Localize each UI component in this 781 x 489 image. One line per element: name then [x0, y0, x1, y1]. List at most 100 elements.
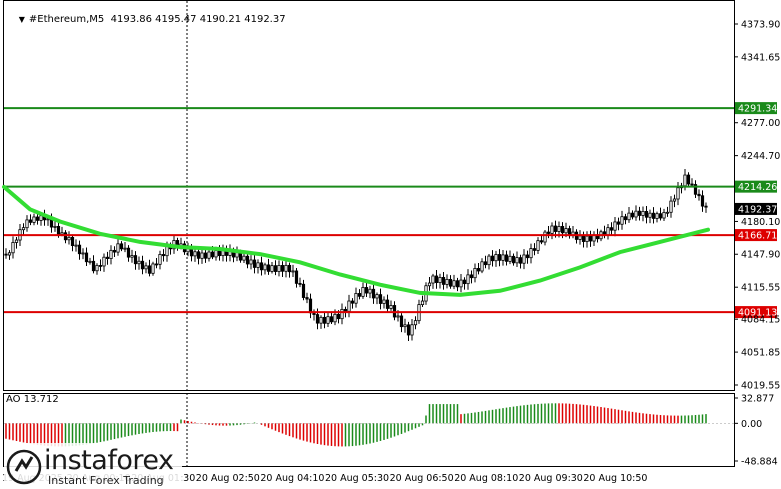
candle-body: [508, 255, 512, 262]
candle-body: [301, 283, 306, 298]
candle-body: [308, 298, 313, 314]
logo-tagline: Instant Forex Trading: [48, 474, 164, 487]
candle-body: [116, 243, 120, 253]
candle-body: [53, 225, 57, 228]
candle-body: [382, 299, 386, 304]
candle-body: [14, 239, 19, 243]
candle-body: [91, 260, 96, 272]
candle-body: [420, 300, 425, 306]
candle-body: [350, 300, 355, 304]
candle-body: [452, 280, 456, 287]
candle-body: [354, 293, 358, 304]
candle-body: [434, 275, 439, 284]
candle-body: [7, 252, 12, 256]
candle-body: [98, 265, 103, 267]
candle-body: [56, 225, 61, 235]
candle-body: [550, 225, 554, 234]
candle-body: [466, 274, 470, 285]
candle-body: [644, 211, 649, 218]
candle-body: [683, 174, 687, 187]
candle-body: [235, 252, 239, 258]
candle-body: [368, 288, 372, 294]
candle-body: [504, 254, 509, 262]
candle-body: [203, 252, 208, 259]
candle-body: [273, 265, 278, 272]
candle-body: [371, 288, 376, 299]
candle-body: [102, 256, 106, 267]
candle-body: [525, 254, 530, 259]
candle-body: [256, 262, 260, 268]
current-price-label: 4192.37: [738, 204, 777, 215]
candle-body: [529, 248, 533, 259]
instaforex-logo-icon: [6, 449, 42, 485]
candle-body: [284, 264, 288, 272]
candle-body: [81, 252, 85, 255]
candle-body: [259, 262, 264, 271]
candle-body: [588, 235, 593, 242]
candle-body: [511, 255, 516, 264]
price-tick-label: 4341.65: [741, 52, 780, 63]
candle-body: [364, 287, 369, 294]
candle-body: [154, 263, 159, 266]
candle-body: [522, 254, 526, 264]
candle-body: [532, 248, 537, 251]
candle-body: [487, 255, 491, 266]
candle-body: [473, 268, 477, 279]
candle-body: [291, 270, 295, 273]
candle-body: [438, 277, 442, 284]
candle-body: [578, 235, 582, 240]
candle-body: [389, 305, 393, 309]
logo-brand: instaforex: [44, 445, 174, 476]
candle-body: [378, 294, 383, 304]
candle-body: [287, 264, 292, 273]
candle-body: [399, 315, 404, 328]
candle-body: [11, 242, 15, 254]
level-badge: [735, 229, 777, 242]
candle-body: [637, 210, 642, 216]
chart-title: ▼ #Ethereum,M5 4193.86 4195.47 4190.21 41…: [6, 3, 286, 36]
candle-body: [343, 308, 348, 312]
triangle-down-icon[interactable]: ▼: [18, 15, 25, 24]
candle-body: [137, 260, 141, 265]
candle-body: [630, 212, 635, 218]
candle-body: [105, 256, 110, 259]
candle-body: [35, 216, 40, 221]
level-label: 4291.34: [738, 104, 777, 115]
candle-body: [39, 215, 43, 221]
candle-body: [564, 228, 568, 234]
candle-body: [585, 235, 589, 242]
candle-body: [518, 257, 523, 264]
candle-body: [627, 212, 631, 221]
candle-body: [238, 252, 243, 261]
candle-body: [553, 225, 558, 232]
candle-body: [347, 300, 351, 312]
candle-body: [74, 244, 78, 247]
candle-body: [396, 315, 400, 318]
candle-body: [165, 246, 169, 257]
candle-body: [193, 251, 197, 257]
candle-body: [280, 265, 285, 272]
current-price-badge: [735, 202, 777, 215]
candle-body: [95, 265, 99, 272]
price-tick-label: 4180.10: [741, 217, 780, 228]
candle-body: [431, 275, 435, 284]
candle-body: [623, 216, 628, 221]
level-label: 4166.71: [738, 231, 777, 242]
candle-body: [263, 264, 267, 271]
candle-body: [536, 240, 540, 251]
candle-body: [616, 221, 621, 225]
candle-body: [123, 247, 127, 250]
candle-body: [130, 255, 134, 258]
candle-body: [480, 261, 484, 272]
candle-body: [459, 279, 463, 288]
candle-body: [648, 212, 652, 218]
time-tick-label: 20 Aug 05:30: [325, 473, 389, 484]
candle-body: [245, 255, 250, 265]
candle-body: [270, 265, 274, 272]
ao-indicator-title: AO 13.712: [6, 394, 59, 405]
candle-body: [151, 263, 155, 274]
candle-body: [375, 294, 379, 299]
candle-body: [242, 255, 246, 261]
